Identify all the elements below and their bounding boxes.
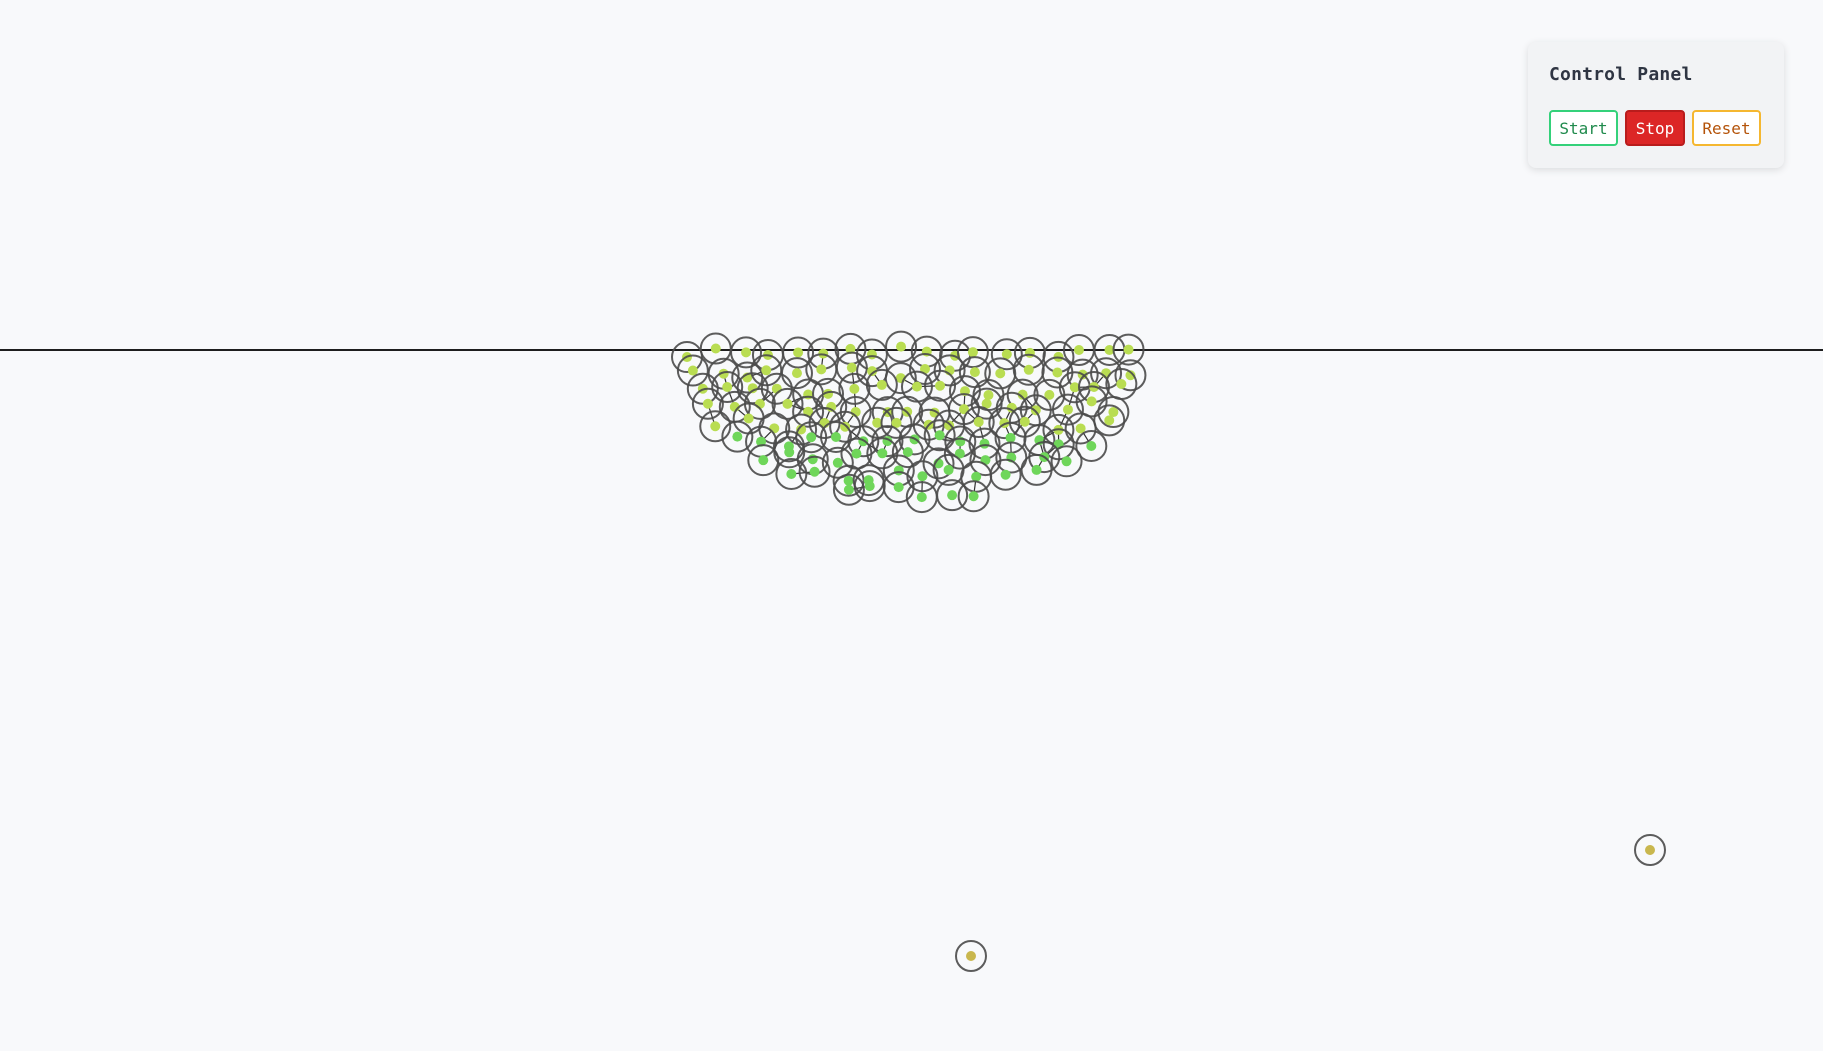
particle <box>691 387 724 420</box>
particle <box>782 336 815 369</box>
particle <box>1020 453 1053 486</box>
particle <box>943 437 976 470</box>
particle <box>906 460 939 493</box>
control-panel: Control Panel Start Stop Reset <box>1528 42 1784 168</box>
particle <box>970 387 1003 420</box>
stray-particles <box>955 834 1666 972</box>
particle <box>711 371 744 404</box>
particle <box>838 372 871 405</box>
start-button[interactable]: Start <box>1549 110 1618 146</box>
particle <box>1075 429 1108 462</box>
particle <box>747 444 780 477</box>
reset-button[interactable]: Reset <box>1692 110 1761 146</box>
particle <box>984 357 1017 390</box>
particle <box>1075 385 1108 418</box>
particle <box>1634 834 1666 866</box>
particle <box>1012 353 1045 386</box>
particle <box>676 354 709 387</box>
particle <box>832 464 865 497</box>
particle <box>962 406 995 439</box>
particle <box>936 479 969 512</box>
particle <box>989 458 1022 491</box>
particle <box>882 471 915 504</box>
particle <box>775 457 808 490</box>
particle <box>820 420 853 453</box>
particle <box>1112 333 1145 366</box>
particle <box>891 436 924 469</box>
particle <box>730 336 763 369</box>
particle <box>923 419 956 452</box>
particle-cluster <box>671 330 1147 514</box>
stop-button[interactable]: Stop <box>1625 110 1685 146</box>
particle <box>1051 393 1084 426</box>
particle <box>924 369 957 402</box>
particle <box>798 455 831 488</box>
particle <box>956 336 989 369</box>
particle <box>795 421 828 454</box>
particle <box>880 406 913 439</box>
particle <box>1097 396 1130 429</box>
particle <box>773 436 806 469</box>
particle <box>780 357 813 390</box>
particle <box>1114 359 1147 392</box>
particle <box>832 473 865 506</box>
control-panel-title: Control Panel <box>1549 64 1693 85</box>
particle <box>955 940 987 972</box>
particle <box>990 338 1023 371</box>
particle <box>957 480 990 513</box>
particle <box>835 351 868 384</box>
particle <box>866 437 899 470</box>
particle <box>885 330 918 363</box>
particle <box>771 387 804 420</box>
particle <box>821 446 854 479</box>
particle <box>1093 404 1126 437</box>
particle <box>699 410 732 443</box>
particle <box>1050 445 1083 478</box>
particle <box>721 420 754 453</box>
particle <box>865 368 898 401</box>
